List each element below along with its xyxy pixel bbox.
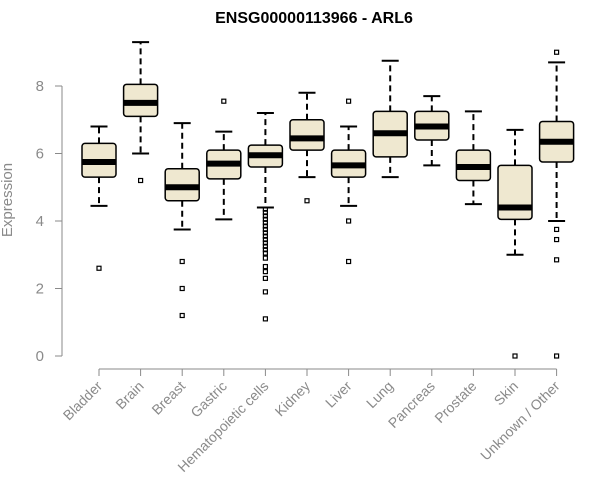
box-group-bladder — [81, 125, 117, 271]
outlier-point — [262, 250, 268, 256]
x-tick-label: Liver — [322, 378, 355, 411]
outlier-point — [262, 220, 268, 226]
outlier-point — [221, 98, 227, 104]
outlier-point — [262, 275, 268, 281]
x-tick-label: Unknown / Other — [477, 378, 563, 464]
box-group-unknown-other — [538, 49, 575, 359]
outlier-point — [262, 269, 268, 275]
box-group-liver — [330, 98, 367, 265]
box-group-pancreas — [414, 95, 450, 167]
x-tick-label: Prostate — [431, 378, 479, 426]
x-tick-label: Skin — [491, 378, 522, 409]
box-group-gastric — [206, 98, 242, 221]
outlier-point — [262, 263, 268, 270]
outlier-point — [346, 218, 352, 224]
outlier-point — [553, 353, 560, 359]
outlier-point — [553, 236, 560, 243]
outlier-point — [553, 257, 560, 263]
box-group-kidney — [289, 91, 325, 204]
outlier-point — [553, 49, 560, 55]
outlier-point — [304, 198, 310, 204]
outlier-point — [262, 233, 268, 239]
y-tick-label: 2 — [36, 281, 44, 298]
y-tick-label: 0 — [36, 348, 44, 365]
outlier-point — [262, 243, 268, 249]
outlier-point — [262, 223, 268, 229]
outlier-point — [346, 258, 352, 265]
chart-title: ENSG00000113966 - ARL6 — [215, 10, 413, 27]
y-axis-label: Expression — [0, 163, 16, 237]
outlier-point — [179, 312, 185, 319]
outlier-point — [262, 209, 268, 216]
outlier-point — [262, 230, 268, 236]
box-group-breast — [164, 122, 200, 319]
outlier-point — [553, 226, 560, 233]
outlier-point — [262, 226, 268, 233]
outlier-point — [262, 255, 268, 261]
outlier-point — [179, 285, 185, 292]
x-tick-label: Kidney — [272, 378, 314, 420]
box-iqr — [289, 119, 325, 151]
outlier-point — [262, 316, 268, 322]
outlier-point — [262, 213, 268, 219]
x-tick-label: Lung — [363, 378, 396, 411]
outlier-point — [512, 353, 518, 359]
outlier-point — [262, 206, 268, 212]
x-tick-label: Breast — [148, 378, 188, 418]
y-tick-label: 8 — [36, 78, 44, 95]
box-group-brain — [122, 41, 159, 184]
x-tick-label: Bladder — [60, 378, 106, 424]
outlier-point — [262, 289, 268, 295]
box-group-lung — [372, 59, 408, 179]
outlier-point — [96, 265, 102, 271]
outlier-point — [346, 98, 352, 104]
outlier-point — [262, 236, 268, 243]
box-group-hematopoietic-cells — [247, 112, 284, 322]
outlier-point — [179, 258, 185, 265]
box-group-prostate — [455, 110, 492, 206]
outlier-point — [138, 177, 144, 184]
y-tick-label: 6 — [36, 146, 44, 163]
x-tick-label: Brain — [112, 378, 146, 412]
y-axis: 0 2 4 6 8 — [36, 78, 63, 365]
y-tick-label: 4 — [36, 213, 44, 230]
outlier-point — [262, 247, 268, 253]
box-group-skin — [497, 128, 533, 359]
outlier-point — [262, 240, 268, 246]
outlier-point — [262, 216, 268, 222]
boxes — [81, 41, 575, 359]
box-iqr — [497, 164, 533, 221]
